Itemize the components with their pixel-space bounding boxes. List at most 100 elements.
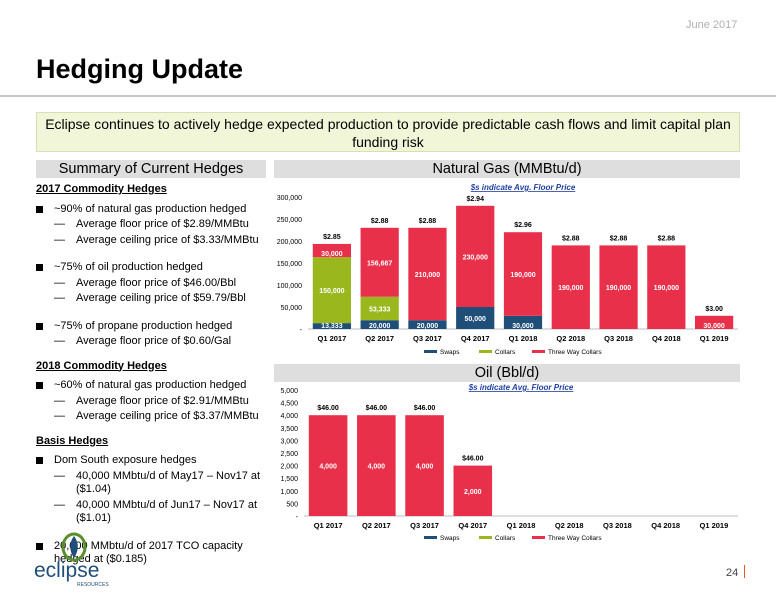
legend-label: Swaps <box>440 535 460 542</box>
y-tick-label: 300,000 <box>277 195 302 202</box>
bar-value-label: 190,000 <box>606 285 631 292</box>
bar-segment <box>599 245 638 329</box>
bar-value-label: 190,000 <box>654 285 679 292</box>
y-tick-label: - <box>300 327 303 334</box>
legend-label: Collars <box>495 349 516 356</box>
x-tick-label: Q4 2017 <box>461 334 490 343</box>
bar-segment <box>312 243 351 258</box>
logo-ring-icon <box>61 532 87 562</box>
bar-value-label: 156,667 <box>367 260 392 267</box>
bar-value-label: 230,000 <box>463 254 488 261</box>
bar-value-label: 30,000 <box>703 323 725 330</box>
legend-swatch <box>532 536 545 539</box>
bar-segment <box>408 320 447 329</box>
bar-value-label: 2,000 <box>464 489 482 496</box>
bar-value-label: 4,000 <box>416 464 434 471</box>
y-tick-label: 200,000 <box>277 239 302 246</box>
logo-flame-icon <box>70 536 78 558</box>
x-tick-label: Q1 2018 <box>509 334 538 343</box>
legend-swatch <box>532 350 545 353</box>
x-tick-label: Q4 2017 <box>458 521 487 530</box>
x-tick-label: Q1 2017 <box>314 521 343 530</box>
bar-value-label: 210,000 <box>415 272 440 279</box>
y-tick-label: - <box>296 514 299 521</box>
x-tick-label: Q3 2017 <box>413 334 442 343</box>
price-label: $46.00 <box>414 405 436 412</box>
gas-hedge-chart: $s indicate Avg. Floor Price - 50,000 100,0… <box>277 183 738 356</box>
bar-segment <box>551 245 590 329</box>
y-tick-label: 50,000 <box>281 305 303 312</box>
y-tick-label: 4,000 <box>280 413 298 420</box>
page-title: Hedging Update <box>36 54 243 84</box>
hedge-summary-list: 2017 Commodity Hedges ~90% of natural ga… <box>36 180 272 569</box>
bullet-dom-south: Dom South exposure hedges <box>36 454 272 468</box>
bar-segment <box>360 320 399 329</box>
sub-bullet: Average floor price of $46.00/Bbl <box>36 277 272 291</box>
price-label: $2.96 <box>514 222 532 229</box>
sub-bullet: 40,000 MMbtu/d of May17 – Nov17 at ($1.0… <box>36 470 272 497</box>
legend-label: Three Way Collars <box>548 349 602 356</box>
legend-swatch <box>424 350 437 353</box>
y-tick-label: 3,500 <box>280 426 298 433</box>
y-tick-label: 1,500 <box>280 476 298 483</box>
bar-value-label: 53,333 <box>369 306 391 313</box>
y-tick-label: 3,000 <box>280 438 298 445</box>
x-tick-label: Q3 2018 <box>604 334 633 343</box>
legend-swatch <box>479 536 492 539</box>
bar-value-label: 30,000 <box>512 323 534 330</box>
eclipse-logo: eclipse RESOURCES <box>34 532 109 588</box>
x-tick-label: Q2 2018 <box>555 521 584 530</box>
sub-bullet: Average floor price of $2.91/MMBtu <box>36 395 272 409</box>
bar-segment <box>456 205 495 307</box>
legend-swatch <box>479 350 492 353</box>
bar-segment <box>408 227 447 321</box>
oil-chart-heading: Oil (Bbl/d) <box>274 364 740 382</box>
bar-value-label: 190,000 <box>510 272 535 279</box>
sub-bullet: 40,000 MMbtu/d of Jun17 – Nov17 at ($1.0… <box>36 499 272 526</box>
bar-segment <box>360 227 399 297</box>
logo-subtext: RESOURCES <box>77 582 109 588</box>
bar-value-label: 4,000 <box>319 464 337 471</box>
bullet-oil-2017: ~75% of oil production hedged <box>36 261 272 275</box>
group-title-basis: Basis Hedges <box>36 434 109 447</box>
price-label: $2.88 <box>562 235 580 242</box>
y-tick-label: 4,500 <box>280 401 298 408</box>
sub-bullet: Average ceiling price of $3.33/MMBtu <box>36 234 272 248</box>
price-label: $2.94 <box>466 196 484 203</box>
bar-value-label: 150,000 <box>319 288 344 295</box>
bar-segment <box>405 415 444 516</box>
x-tick-label: Q1 2019 <box>699 521 728 530</box>
y-tick-label: 150,000 <box>277 261 302 268</box>
price-label: $3.00 <box>705 306 723 313</box>
bar-segment <box>503 315 543 329</box>
gas-chart-heading: Natural Gas (MMBtu/d) <box>274 160 740 178</box>
oil-hedge-chart: $s indicate Avg. Floor Price - 500 1,000 1,5… <box>280 383 738 542</box>
y-tick-label: 2,000 <box>280 464 298 471</box>
legend-label: Three Way Collars <box>548 535 602 542</box>
y-tick-label: 100,000 <box>277 283 302 290</box>
x-tick-label: Q2 2017 <box>362 521 391 530</box>
x-tick-label: Q1 2017 <box>317 334 346 343</box>
bar-segment <box>357 415 396 516</box>
x-tick-label: Q3 2017 <box>410 521 439 530</box>
x-tick-label: Q2 2017 <box>365 334 394 343</box>
price-label: $2.85 <box>323 234 341 241</box>
price-label: $46.00 <box>462 456 484 463</box>
x-tick-label: Q3 2018 <box>603 521 632 530</box>
bar-segment <box>647 245 686 329</box>
bar-segment <box>456 307 495 329</box>
key-message-banner: Eclipse continues to actively hedge expe… <box>36 112 740 152</box>
title-divider <box>0 95 776 97</box>
bar-value-label: 4,000 <box>368 464 386 471</box>
group-title-2018-commodity: 2018 Commodity Hedges <box>36 359 167 372</box>
x-tick-label: Q2 2018 <box>556 334 585 343</box>
bar-segment <box>312 323 351 329</box>
page-number: 24 <box>726 567 739 579</box>
bar-segment <box>453 465 493 516</box>
bar-value-label: 190,000 <box>558 285 583 292</box>
bar-value-label: 50,000 <box>465 316 487 323</box>
x-tick-label: Q1 2018 <box>507 521 536 530</box>
y-tick-label: 2,500 <box>280 451 298 458</box>
y-tick-label: 5,000 <box>280 388 298 395</box>
chart-note: $s indicate Avg. Floor Price <box>470 183 576 192</box>
